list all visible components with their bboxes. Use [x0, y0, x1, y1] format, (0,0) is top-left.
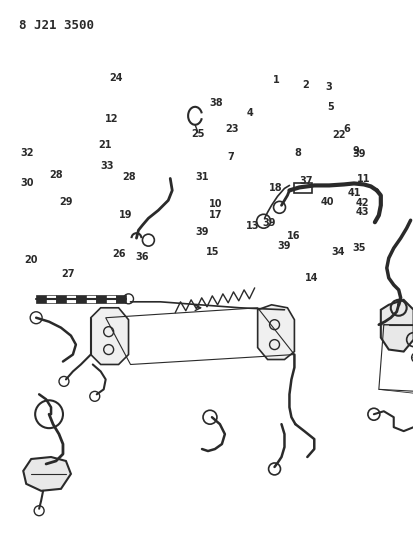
Text: 36: 36	[135, 252, 148, 262]
Text: 34: 34	[330, 247, 344, 257]
Text: 42: 42	[355, 198, 368, 208]
Text: 24: 24	[109, 73, 122, 83]
Text: 31: 31	[195, 172, 208, 182]
Text: 37: 37	[299, 175, 313, 185]
Text: 13: 13	[245, 221, 259, 231]
Text: 35: 35	[351, 243, 365, 253]
Text: 4: 4	[246, 108, 253, 118]
Text: 16: 16	[286, 231, 299, 241]
Text: 39: 39	[351, 149, 365, 159]
Text: 19: 19	[119, 209, 132, 220]
Bar	[36, 295, 46, 303]
Text: 14: 14	[304, 273, 318, 283]
Bar	[294, 183, 311, 193]
Text: 8 J21 3500: 8 J21 3500	[19, 19, 94, 33]
Text: 3: 3	[324, 82, 331, 92]
Bar	[56, 295, 66, 303]
Text: 10: 10	[208, 199, 221, 209]
Text: 8: 8	[293, 148, 300, 158]
Text: 7: 7	[227, 152, 234, 162]
Text: 40: 40	[320, 197, 333, 207]
Text: 33: 33	[100, 161, 114, 171]
Text: 22: 22	[331, 130, 344, 140]
Text: 27: 27	[61, 270, 75, 279]
Text: 39: 39	[277, 241, 290, 252]
Text: 17: 17	[208, 209, 221, 220]
Text: 23: 23	[225, 124, 239, 134]
Polygon shape	[380, 300, 413, 352]
Bar	[95, 295, 105, 303]
Text: 32: 32	[20, 148, 33, 158]
Text: 5: 5	[326, 102, 333, 112]
Bar	[105, 295, 115, 303]
Text: 43: 43	[355, 207, 368, 217]
Bar	[85, 295, 95, 303]
Text: 28: 28	[49, 171, 62, 180]
Text: 30: 30	[20, 177, 33, 188]
Text: 41: 41	[347, 188, 360, 198]
Text: 20: 20	[24, 255, 38, 265]
Text: 39: 39	[261, 218, 275, 228]
Text: 38: 38	[209, 98, 222, 108]
Text: 25: 25	[191, 129, 204, 139]
Text: 15: 15	[206, 247, 219, 257]
Polygon shape	[23, 457, 71, 491]
Polygon shape	[257, 305, 294, 360]
Text: 29: 29	[59, 197, 73, 207]
Bar	[66, 295, 76, 303]
Polygon shape	[90, 308, 128, 365]
Text: 21: 21	[98, 140, 112, 150]
Text: 26: 26	[112, 249, 125, 259]
Text: 2: 2	[301, 80, 309, 90]
Text: 39: 39	[195, 227, 208, 237]
Text: 1: 1	[272, 75, 279, 85]
Text: 9: 9	[351, 146, 358, 156]
Text: 11: 11	[356, 174, 370, 184]
Text: 28: 28	[122, 172, 135, 182]
Bar	[115, 295, 125, 303]
Text: 18: 18	[268, 183, 281, 193]
Bar	[76, 295, 85, 303]
Text: 12: 12	[104, 114, 118, 124]
Bar	[46, 295, 56, 303]
Text: 6: 6	[343, 124, 349, 134]
